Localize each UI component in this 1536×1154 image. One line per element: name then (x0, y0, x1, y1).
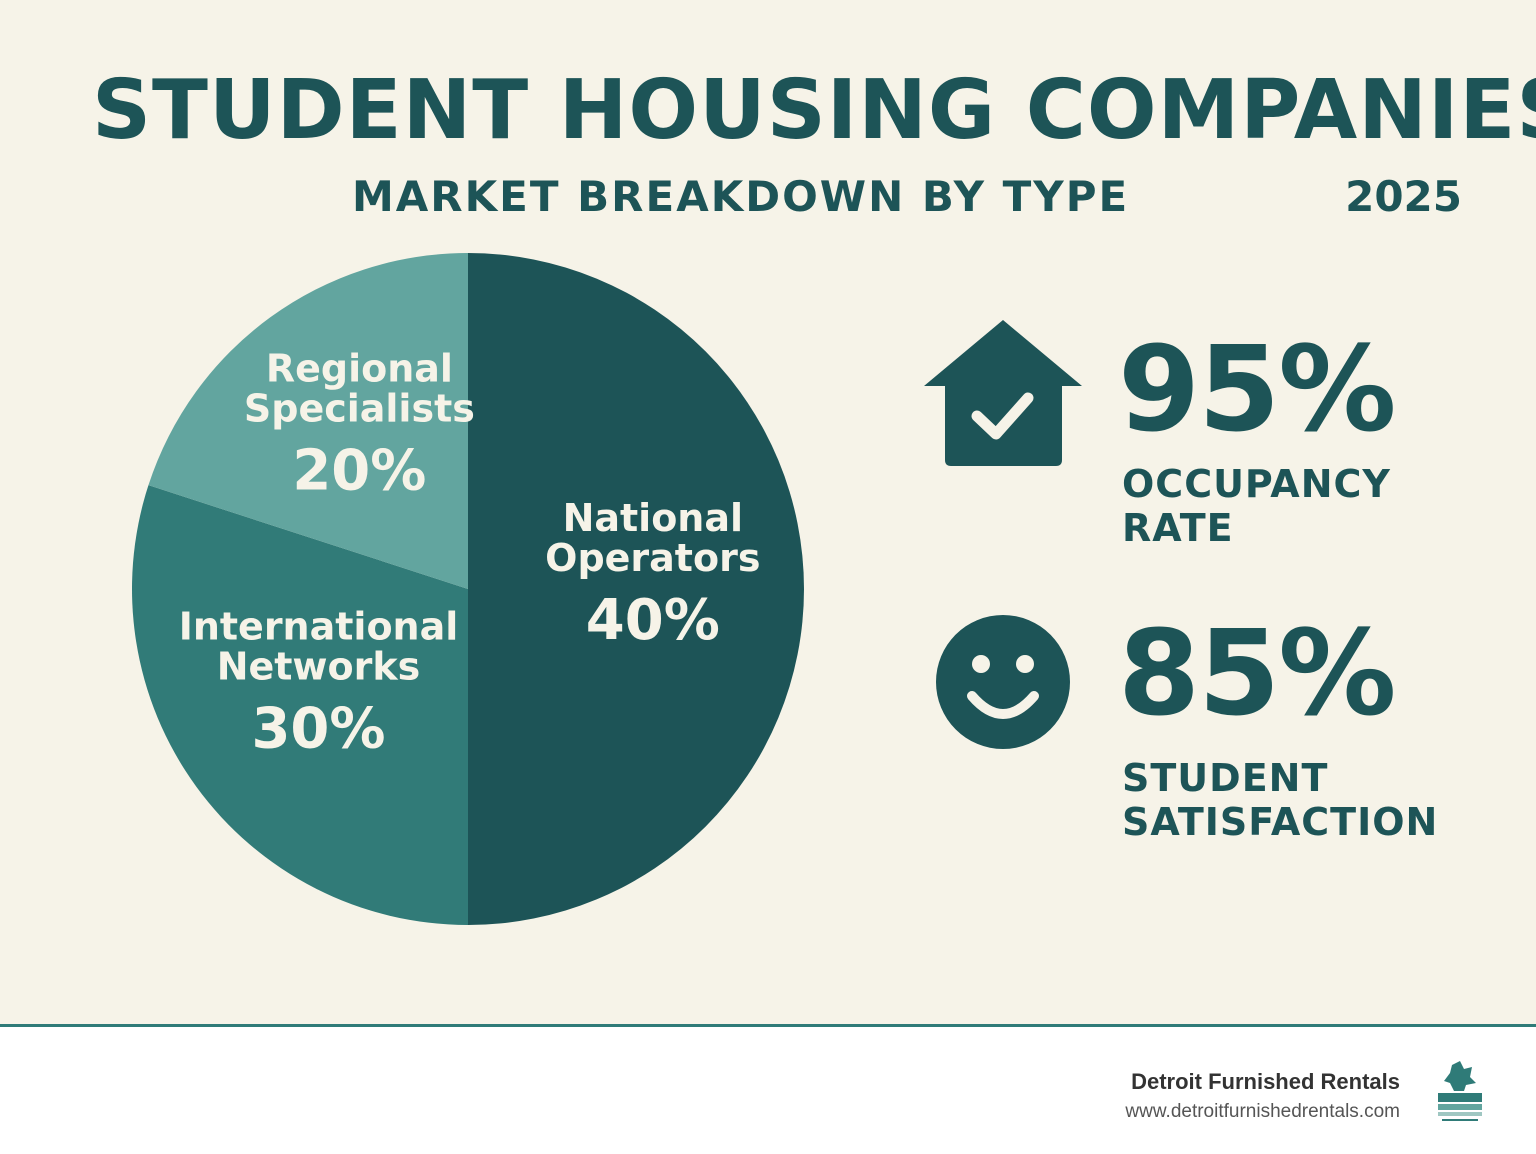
pie-label-national-operators: National (563, 496, 743, 540)
footer-url[interactable]: www.detroitfurnishedrentals.com (1125, 1101, 1400, 1122)
pie-label-regional-specialists: Specialists (244, 386, 475, 430)
pie-label-international-networks: International (179, 605, 459, 649)
pie-label-international-networks: Networks (217, 645, 421, 689)
footer-brand[interactable]: Detroit Furnished Rentals (1131, 1069, 1400, 1094)
occupancy-label: OCCUPANCY RATE (1122, 462, 1391, 550)
footer: Detroit Furnished Rentals www.detroitfur… (0, 1024, 1536, 1154)
occupancy-value: 95% (1118, 320, 1396, 458)
pie-label-national-operators: Operators (545, 536, 760, 580)
pie-slice-regional-specialists (148, 253, 468, 589)
detroit-furnished-logo-icon (1438, 1061, 1482, 1121)
smiley-face-icon (936, 615, 1070, 749)
page-title: STUDENT HOUSING COMPANIES (92, 63, 1536, 158)
satisfaction-label-line: STUDENT (1122, 756, 1329, 800)
satisfaction-label: STUDENT SATISFACTION (1122, 756, 1438, 844)
occupancy-label-line: OCCUPANCY (1122, 462, 1391, 506)
satisfaction-label-line: SATISFACTION (1122, 800, 1439, 844)
pie-value-regional-specialists: 20% (292, 438, 426, 503)
page-subtitle: MARKET BREAKDOWN BY TYPE (352, 172, 1130, 221)
pie-value-national-operators: 40% (586, 588, 720, 653)
satisfaction-value: 85% (1118, 604, 1396, 742)
pie-slice-international-networks (131, 485, 468, 925)
pie-slice-national-operators (468, 253, 804, 925)
house-check-icon (924, 320, 1082, 466)
occupancy-label-line: RATE (1122, 506, 1234, 550)
year-label: 2025 (1345, 172, 1462, 221)
pie-label-regional-specialists: Regional (266, 346, 453, 390)
pie-value-international-networks: 30% (251, 697, 385, 762)
